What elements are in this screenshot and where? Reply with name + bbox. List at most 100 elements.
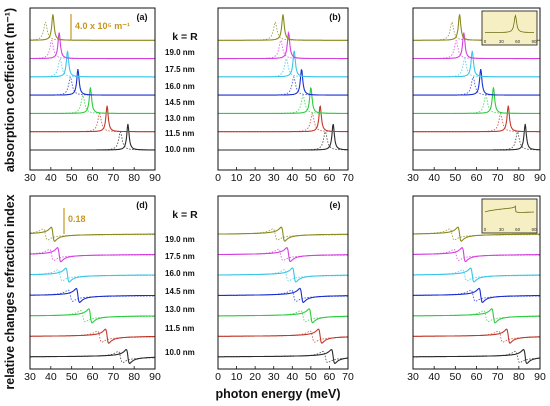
series-line [218, 287, 348, 303]
k-label-bottom: k = R [172, 209, 198, 221]
radius-label-top: 13.0 nm [165, 114, 195, 123]
series-line [30, 50, 155, 78]
x-tick-label: 40 [286, 371, 298, 383]
inset-tick-label: 30 [499, 39, 505, 44]
series-line [413, 68, 540, 96]
series-line [413, 348, 540, 365]
plot-frame [217, 7, 349, 171]
x-tick-label: 40 [45, 172, 57, 184]
panel-e: 0 10 20 30 40 50 60 70 (e) [215, 195, 354, 383]
x-tick-label: 90 [534, 371, 546, 383]
x-tick-label: 10 [231, 371, 243, 383]
series-line [30, 123, 155, 151]
x-tick-label: 50 [66, 371, 78, 383]
inset-tick-label: 60 [515, 39, 521, 44]
x-tick-label: 50 [449, 371, 461, 383]
x-tick-label: 90 [534, 172, 546, 184]
x-tick-label: 80 [128, 371, 140, 383]
k-label-top: k = R [172, 31, 198, 43]
series-dotted-line [218, 76, 348, 96]
inset-tick-label: 90 [531, 39, 537, 44]
x-tick-label: 40 [428, 371, 440, 383]
series-line [218, 30, 348, 60]
x-tick-label: 60 [471, 172, 483, 184]
series-line [218, 14, 348, 41]
radius-label-top: 17.5 nm [165, 65, 195, 74]
radius-label-bottom: 10.0 nm [165, 348, 195, 357]
panel-a: 30 40 50 60 70 80 90 (a) [24, 7, 161, 184]
x-tick-label: 80 [128, 172, 140, 184]
x-tick-label: 30 [24, 371, 36, 383]
series-line [413, 123, 540, 151]
x-tick-label: 10 [231, 172, 243, 184]
x-tick-label: 30 [268, 172, 280, 184]
inset-curve [485, 14, 534, 33]
inset-tick-label: 60 [515, 227, 521, 232]
x-tick-label: 60 [324, 172, 336, 184]
panel-d: 30 40 50 60 70 80 90 (d) [24, 195, 161, 383]
series-line [30, 287, 155, 304]
radius-label-bottom: 11.5 nm [165, 324, 194, 333]
radius-label-bottom: 13.0 nm [165, 305, 195, 314]
plot-frame [217, 195, 349, 370]
series-line [30, 14, 155, 41]
x-tick-label: 30 [407, 172, 419, 184]
x-tick-label: 70 [107, 371, 119, 383]
panel-label: (d) [136, 200, 148, 210]
x-tick-label: 0 [215, 371, 221, 383]
radius-label-top: 11.5 nm [165, 129, 194, 138]
series-line [218, 328, 348, 344]
series-line [413, 308, 540, 324]
inset-frame [481, 10, 538, 46]
panel-label: (e) [330, 200, 341, 210]
series-line [218, 69, 348, 96]
series-line [218, 308, 348, 324]
x-tick-label: 40 [286, 172, 298, 184]
x-tick-label: 70 [342, 172, 354, 184]
radius-label-top: 19.0 nm [165, 48, 195, 57]
plot-area [413, 226, 540, 365]
series-line [30, 226, 155, 242]
series-line [218, 246, 348, 263]
series-dotted-line [30, 113, 155, 133]
inset-f: 0 30 60 90 [481, 198, 538, 234]
plot-area [413, 14, 540, 151]
series-line [218, 87, 348, 114]
xlabel: photon energy (meV) [215, 387, 340, 401]
bottom-ylabel: relative changes refraction index [3, 194, 17, 389]
series-line [218, 226, 348, 242]
scale-label-bottom: 0.18 [68, 214, 86, 224]
x-tick-label: 70 [107, 172, 119, 184]
series-line [30, 105, 155, 133]
x-tick-label: 70 [492, 172, 504, 184]
series-line [218, 267, 348, 283]
series-line [30, 328, 155, 344]
inset-tick-label: 30 [499, 227, 505, 232]
panel-label: (a) [137, 12, 148, 22]
plot-area [30, 14, 155, 151]
x-tick-label: 50 [305, 172, 317, 184]
series-line [413, 87, 540, 114]
x-tick-label: 60 [87, 371, 99, 383]
series-line [218, 105, 348, 133]
series-line [30, 69, 155, 96]
series-dotted-line [30, 58, 155, 78]
plot-frame [29, 7, 156, 171]
x-tick-label: 70 [342, 371, 354, 383]
series-line [30, 308, 155, 324]
radius-label-bottom: 17.5 nm [165, 252, 195, 261]
x-tick-label: 40 [428, 172, 440, 184]
inset-tick-label: 0 [484, 227, 487, 232]
panel-b: 0 10 20 30 40 50 60 70 (b) [215, 7, 354, 184]
series-line [30, 247, 155, 263]
series-line [413, 105, 540, 133]
plot-area [218, 226, 348, 365]
series-dotted-line [218, 39, 348, 60]
scale-label-top: 4.0 x 10⁵ m⁻¹ [75, 21, 130, 31]
x-tick-label: 60 [87, 172, 99, 184]
inset-curve [484, 205, 534, 213]
panel-label: (b) [329, 12, 341, 22]
radius-label-bottom: 16.0 nm [165, 269, 195, 278]
